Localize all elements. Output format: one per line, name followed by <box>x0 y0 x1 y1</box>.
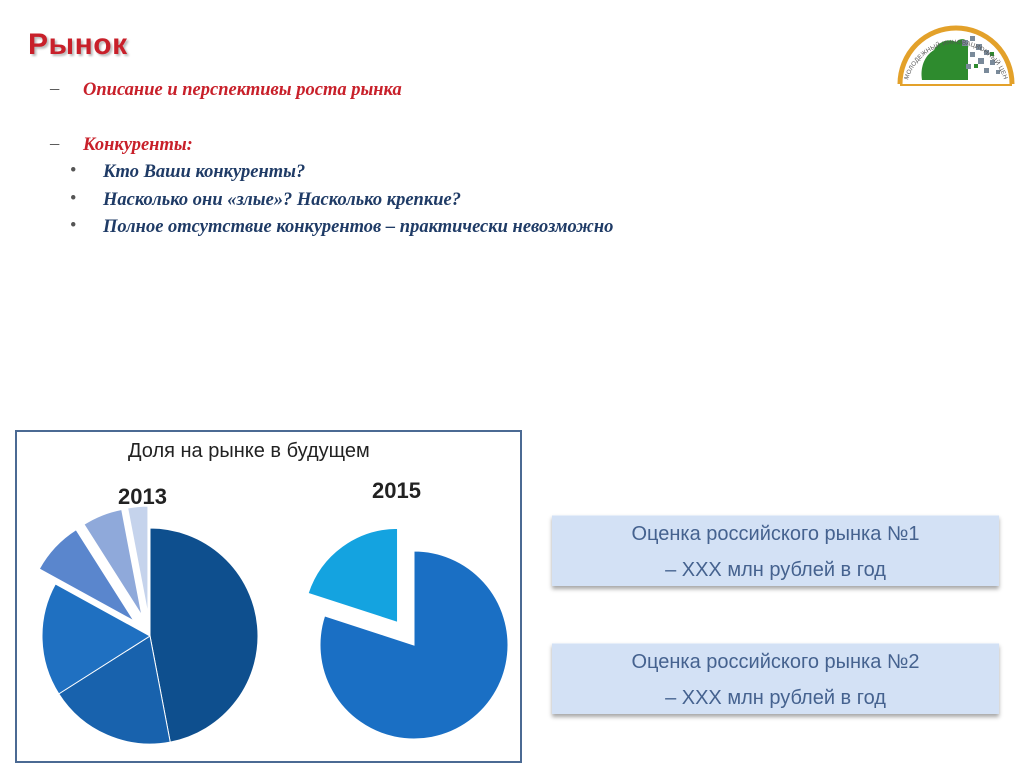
market-estimate-2-value: – ХХХ млн рублей в год <box>665 687 886 709</box>
bullet-who-competitors: Кто Ваши конкуренты? <box>103 162 306 182</box>
bullet-marker: • <box>70 216 77 236</box>
pie-2013-slice-3 <box>41 583 151 695</box>
chart-title: Доля на рынке в будущем <box>128 440 370 462</box>
dash-marker: – <box>50 134 60 154</box>
market-estimate-1-title: Оценка российского рынка №1 <box>631 523 920 545</box>
pie-2015-slice-1 <box>319 550 509 740</box>
pie-2013-slice-5 <box>83 508 143 616</box>
market-estimate-2-title: Оценка российского рынка №2 <box>631 651 920 673</box>
market-estimate-1: Оценка российского рынка №1 – ХХХ млн ру… <box>552 515 999 586</box>
pie-2015-slice-2 <box>307 527 399 624</box>
year-label-2013: 2013 <box>118 484 167 509</box>
market-estimate-1-value: – ХХХ млн рублей в год <box>665 559 886 581</box>
dash-marker: – <box>50 79 60 99</box>
pie-2013-slice-1 <box>149 527 259 743</box>
item-market-description: Описание и перспективы роста рынка <box>83 80 402 100</box>
item-competitors: Конкуренты: <box>83 135 193 155</box>
youth-innovation-center-logo: МОЛОДЕЖНЫЙ ИННОВАЦИОННЫЙ ЦЕНТР <box>896 6 1015 86</box>
slide-title: Рынок <box>28 28 128 61</box>
pie-2015 <box>307 527 509 740</box>
pie-2013 <box>38 505 259 745</box>
bullet-no-competitors: Полное отсутствие конкурентов – практиче… <box>103 217 614 237</box>
year-label-2015: 2015 <box>372 478 421 503</box>
bullet-how-evil: Насколько они «злые»? Насколько крепкие? <box>103 190 461 210</box>
pie-2013-slice-2 <box>58 635 171 745</box>
pie-2013-slice-4 <box>38 529 135 622</box>
bullet-marker: • <box>70 161 77 181</box>
bullet-marker: • <box>70 189 77 209</box>
pie-2013-slice-6 <box>127 505 149 615</box>
market-estimate-2: Оценка российского рынка №2 – ХХХ млн ру… <box>552 643 999 714</box>
